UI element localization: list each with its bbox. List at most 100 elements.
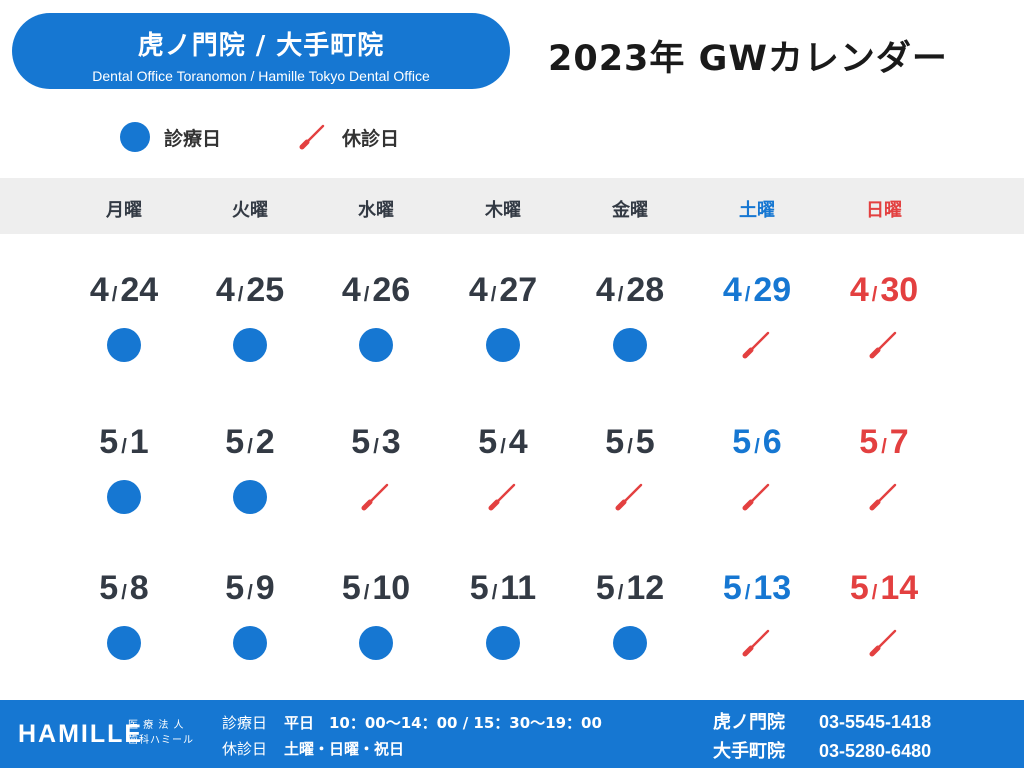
open-day-dot-icon — [120, 122, 150, 152]
date-day: 7 — [889, 423, 909, 461]
calendar-day: 4/25 — [190, 270, 310, 362]
date-label: 4/29 — [697, 270, 817, 310]
open-day-dot-icon — [613, 626, 647, 660]
date-month: 5 — [478, 423, 498, 461]
calendar-day: 5/2 — [190, 422, 310, 514]
date-month: 5 — [595, 569, 615, 607]
date-month: 5 — [99, 423, 119, 461]
date-label: 5/7 — [824, 422, 944, 462]
date-separator: / — [237, 284, 244, 306]
legend-closed-label: 休診日 — [342, 127, 400, 150]
date-day: 5 — [635, 423, 655, 461]
date-month: 5 — [605, 423, 625, 461]
open-day-dot-icon — [359, 328, 393, 362]
calendar-day: 4/27 — [443, 270, 563, 362]
weekday-header: 月曜 火曜 水曜 木曜 金曜 土曜 日曜 — [0, 178, 1024, 234]
brand-sub-line-1: 医 療 法 人 — [128, 720, 185, 731]
date-separator: / — [121, 436, 127, 458]
open-day-dot-icon — [233, 328, 267, 362]
open-day-dot-icon — [107, 626, 141, 660]
date-label: 5/9 — [190, 568, 310, 608]
date-separator: / — [500, 436, 506, 458]
toothbrush-icon — [359, 480, 393, 514]
date-label: 5/13 — [697, 568, 817, 608]
calendar-day: 5/11 — [443, 568, 563, 660]
toothbrush-icon — [867, 626, 901, 660]
date-month: 5 — [859, 423, 879, 461]
date-separator: / — [871, 582, 878, 604]
calendar-day: 5/13 — [697, 568, 817, 660]
toothbrush-icon — [867, 480, 901, 514]
date-day: 10 — [372, 569, 411, 607]
date-month: 4 — [341, 271, 361, 309]
date-day: 14 — [880, 569, 919, 607]
date-separator: / — [871, 284, 878, 306]
date-label: 4/24 — [64, 270, 184, 310]
date-day: 24 — [120, 271, 159, 309]
date-label: 5/12 — [570, 568, 690, 608]
date-separator: / — [744, 284, 751, 306]
date-separator: / — [617, 582, 624, 604]
phone-list: 虎ノ門院 03-5545-1418 大手町院 03-5280-6480 — [713, 708, 931, 766]
phone-row: 大手町院 03-5280-6480 — [713, 737, 931, 766]
date-separator: / — [363, 284, 370, 306]
toothbrush-icon — [486, 480, 520, 514]
date-label: 4/30 — [824, 270, 944, 310]
date-day: 25 — [246, 271, 285, 309]
clinic-subtitle: Dental Office Toranomon / Hamille Tokyo … — [92, 68, 430, 84]
date-separator: / — [363, 582, 370, 604]
date-separator: / — [111, 284, 118, 306]
date-label: 5/8 — [64, 568, 184, 608]
date-separator: / — [490, 284, 497, 306]
date-day: 30 — [880, 271, 919, 309]
toothbrush-icon — [613, 480, 647, 514]
date-day: 28 — [626, 271, 665, 309]
date-separator: / — [247, 436, 253, 458]
brand-logo: HAMILLE — [18, 720, 144, 748]
date-month: 5 — [849, 569, 869, 607]
calendar-day: 5/7 — [824, 422, 944, 514]
calendar-day: 4/30 — [824, 270, 944, 362]
hours-value: 平日 10：00〜14：00 / 15：30〜19：00 — [284, 714, 602, 732]
date-label: 5/5 — [570, 422, 690, 462]
date-label: 5/10 — [316, 568, 436, 608]
branch-name: 虎ノ門院 — [713, 712, 785, 733]
date-label: 4/26 — [316, 270, 436, 310]
calendar-day: 5/14 — [824, 568, 944, 660]
weekday-label: 水曜 — [358, 200, 394, 221]
date-separator: / — [491, 582, 498, 604]
brand-sub-line-2: 歯科ハミール — [128, 735, 194, 746]
date-separator: / — [121, 582, 127, 604]
legend-open: 診療日 — [120, 120, 221, 154]
calendar-day: 5/12 — [570, 568, 690, 660]
date-separator: / — [881, 436, 887, 458]
phone-number[interactable]: 03-5280-6480 — [819, 741, 932, 761]
date-day: 29 — [753, 271, 792, 309]
branch-name: 大手町院 — [713, 741, 785, 762]
date-month: 4 — [595, 271, 615, 309]
open-day-dot-icon — [486, 328, 520, 362]
date-label: 5/14 — [824, 568, 944, 608]
toothbrush-icon — [867, 328, 901, 362]
closed-days-label: 休診日 — [222, 740, 268, 758]
date-month: 5 — [225, 569, 245, 607]
toothbrush-icon — [740, 328, 774, 362]
calendar-day: 5/6 — [697, 422, 817, 514]
date-label: 4/27 — [443, 270, 563, 310]
page-title: 2023年 GWカレンダー — [548, 39, 948, 79]
date-label: 4/25 — [190, 270, 310, 310]
date-label: 5/4 — [443, 422, 563, 462]
date-month: 5 — [722, 569, 742, 607]
open-day-dot-icon — [486, 626, 520, 660]
date-month: 5 — [225, 423, 245, 461]
date-day: 13 — [753, 569, 792, 607]
phone-number[interactable]: 03-5545-1418 — [819, 712, 932, 732]
weekday-label: 土曜 — [739, 200, 775, 221]
date-day: 2 — [255, 423, 275, 461]
date-month: 4 — [215, 271, 235, 309]
date-day: 1 — [129, 423, 149, 461]
legend-open-label: 診療日 — [164, 127, 222, 150]
hours-label: 診療日 — [222, 714, 268, 732]
calendar-day: 5/1 — [64, 422, 184, 514]
date-month: 4 — [468, 271, 488, 309]
